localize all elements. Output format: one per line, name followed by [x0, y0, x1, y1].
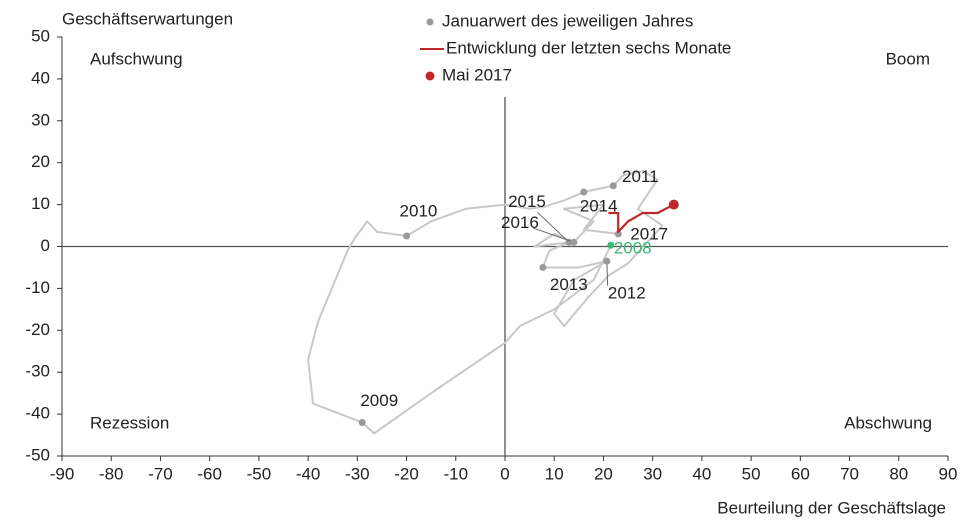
point-label: 2010 [400, 202, 438, 221]
y-tick-label: -20 [25, 320, 50, 339]
legend-marker [425, 71, 435, 81]
y-tick-label: 10 [31, 194, 50, 213]
x-tick-label: 70 [840, 464, 859, 483]
x-tick-label: -90 [50, 464, 75, 483]
y-tick-label: 50 [31, 26, 50, 45]
quadrant-label: Rezession [90, 413, 169, 432]
x-tick-label: -20 [394, 464, 419, 483]
x-tick-label: 20 [594, 464, 613, 483]
point [607, 241, 615, 249]
leader-line [606, 261, 609, 286]
y-axis-label: Geschäftserwartungen [62, 9, 233, 28]
x-tick-label: 60 [791, 464, 810, 483]
point-label: 2017 [630, 224, 668, 243]
point [403, 232, 411, 240]
point [614, 230, 622, 238]
y-tick-label: -10 [25, 278, 50, 297]
x-tick-label: -30 [345, 464, 370, 483]
point [668, 199, 679, 210]
y-tick-label: -40 [25, 404, 50, 423]
legend-label: Mai 2017 [442, 65, 512, 84]
point [609, 182, 617, 190]
x-tick-label: 30 [643, 464, 662, 483]
quadrant-label: Aufschwung [90, 49, 183, 68]
point-label: 2012 [608, 284, 646, 303]
leader-line [533, 227, 575, 243]
legend-label: Januarwert des jeweiligen Jahres [442, 11, 693, 30]
point [580, 188, 588, 196]
x-tick-label: 40 [692, 464, 711, 483]
leader-line [537, 211, 570, 243]
y-tick-label: 30 [31, 110, 50, 129]
x-tick-label: -70 [148, 464, 173, 483]
x-tick-label: -10 [443, 464, 468, 483]
x-tick-label: 0 [500, 464, 509, 483]
point-label: 2011 [622, 167, 659, 186]
x-tick-label: 10 [545, 464, 564, 483]
y-tick-label: -30 [25, 362, 50, 381]
point-label: 2014 [580, 197, 618, 216]
point-label: 2013 [550, 275, 588, 294]
point [603, 257, 611, 265]
y-tick-label: 40 [31, 68, 50, 87]
y-tick-label: 0 [41, 236, 50, 255]
point-label: 2009 [360, 391, 398, 410]
y-tick-label: -50 [25, 445, 50, 464]
point-label: 2016 [501, 213, 539, 232]
x-tick-label: -80 [99, 464, 124, 483]
point [570, 238, 578, 246]
point-label: 2015 [508, 192, 546, 211]
point-label: 2008 [614, 239, 652, 258]
point [358, 418, 366, 426]
x-tick-label: 90 [939, 464, 958, 483]
line [608, 203, 675, 233]
x-tick-label: -40 [296, 464, 321, 483]
x-tick-label: -60 [197, 464, 222, 483]
x-tick-label: -50 [247, 464, 272, 483]
legend-label: Entwicklung der letzten sechs Monate [446, 38, 731, 57]
x-axis-label: Beurteilung der Geschäftslage [717, 498, 946, 517]
x-tick-label: 80 [889, 464, 908, 483]
quadrant-label: Boom [886, 49, 930, 68]
x-tick-label: 50 [742, 464, 761, 483]
legend-marker [426, 18, 434, 26]
quadrant-label: Abschwung [844, 413, 932, 432]
y-tick-label: 20 [31, 152, 50, 171]
point [565, 238, 573, 246]
point [539, 263, 547, 271]
